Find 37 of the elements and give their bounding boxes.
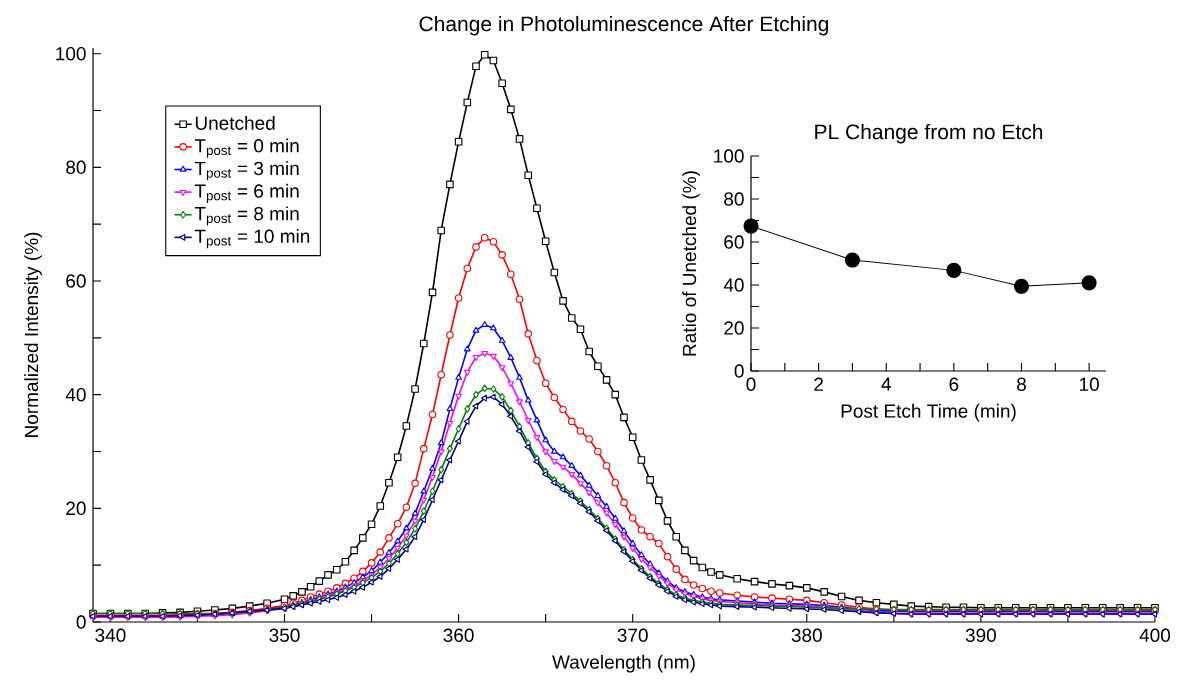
x-tick-label: 380: [791, 628, 822, 642]
y-axis-title: Normalized Intensity (%): [24, 232, 42, 437]
x-tick-label: 8: [1017, 377, 1026, 391]
y-tick-label: 100: [714, 149, 744, 163]
y-tick-label: 20: [66, 501, 86, 516]
y-tick-label: 100: [56, 46, 86, 61]
y-tick-label: 40: [65, 387, 86, 402]
x-tick-label: 400: [1139, 628, 1171, 642]
y-axis-title: Ratio of Unetched (%): [682, 171, 700, 356]
x-tick-label: 10: [1079, 377, 1099, 391]
y-tick-label: 0: [734, 364, 744, 378]
chart-title: PL Change from no Etch: [815, 123, 1043, 144]
legend-label: T$_{post}$ = 3 min: [194, 161, 299, 181]
x-tick-label: 350: [269, 628, 300, 642]
y-tick-label: 20: [724, 321, 744, 335]
x-tick-label: 2: [814, 377, 823, 391]
y-tick-label: 60: [724, 235, 744, 249]
x-tick-label: 360: [443, 628, 474, 642]
x-axis-title: Post Etch Time (min): [841, 403, 1016, 422]
x-tick-label: 340: [95, 628, 126, 642]
legend-label: Unetched: [195, 115, 275, 130]
x-tick-label: 370: [617, 628, 648, 642]
chart-title: Change in Photoluminescence After Etching: [419, 15, 829, 36]
legend-label: T$_{post}$ = 8 min: [194, 206, 299, 226]
y-tick-label: 0: [76, 615, 86, 629]
y-tick-label: 80: [66, 160, 86, 175]
x-axis-title: Wavelength (nm): [552, 654, 695, 673]
legend-label: T$_{post}$ = 0 min: [194, 138, 299, 158]
x-tick-label: 390: [965, 628, 996, 642]
x-tick-label: 4: [881, 377, 891, 391]
x-tick-label: 0: [746, 377, 756, 391]
y-tick-label: 40: [723, 278, 744, 292]
y-tick-label: 80: [724, 192, 744, 206]
legend-label: T$_{post}$ = 10 min: [194, 229, 310, 249]
y-tick-label: 60: [66, 274, 86, 288]
x-tick-label: 6: [949, 377, 959, 391]
legend-label: T$_{post}$ = 6 min: [194, 183, 299, 203]
